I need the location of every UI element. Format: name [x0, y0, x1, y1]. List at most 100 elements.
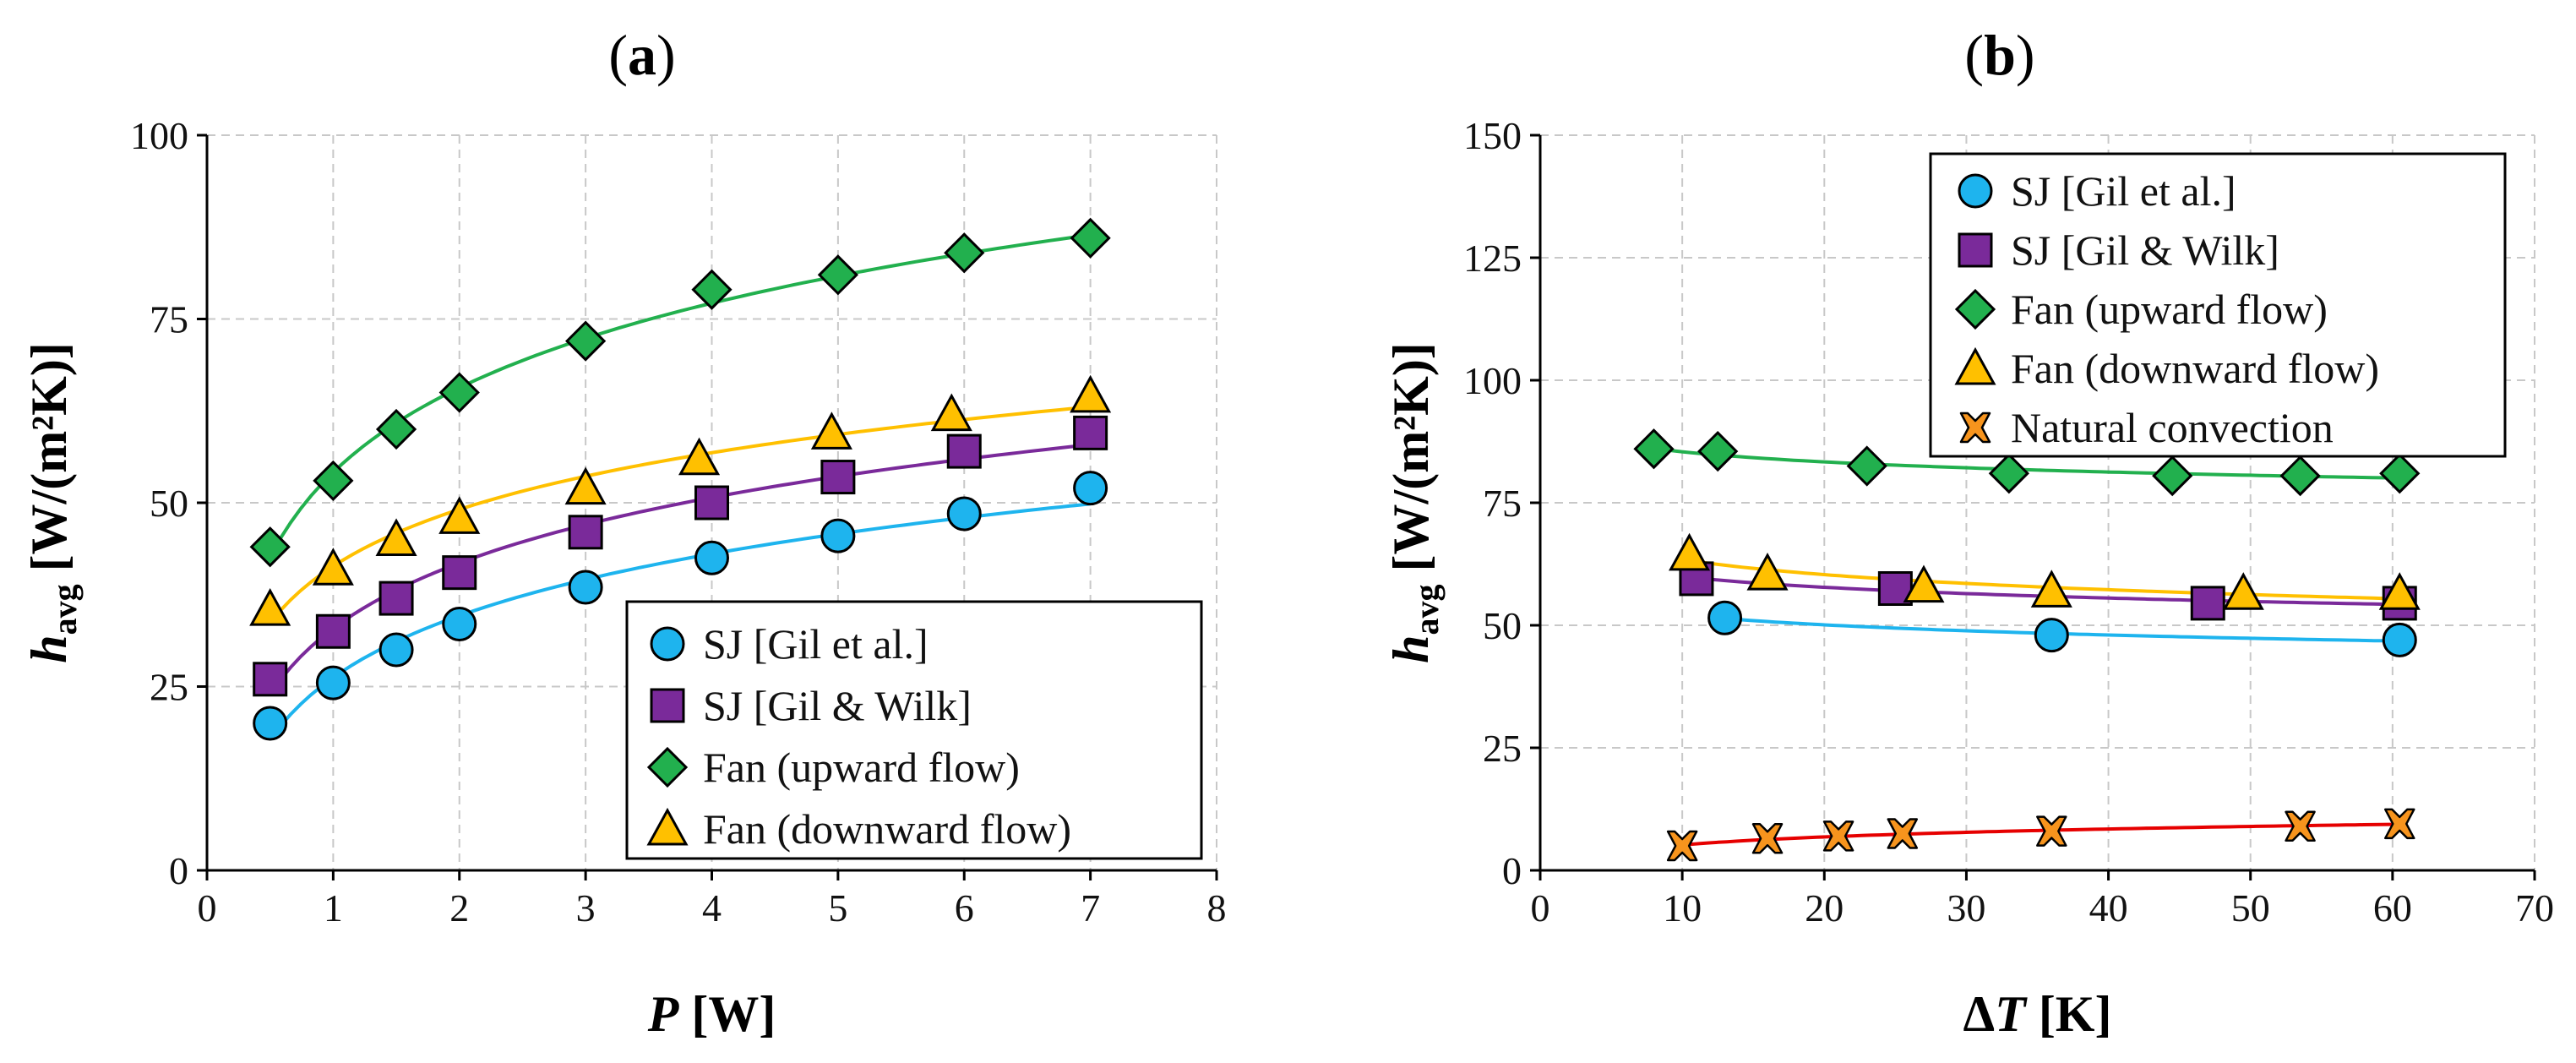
- legend-label-1: SJ [Gil & Wilk]: [2011, 226, 2279, 274]
- x-tick-label: 6: [955, 886, 974, 929]
- legend-marker-2: [646, 746, 689, 788]
- data-point-0-2: [379, 632, 414, 668]
- x-axis-unit: [W]: [678, 986, 776, 1042]
- data-point-3-2: [375, 518, 417, 556]
- data-point-3-3: [438, 496, 481, 534]
- x-tick-label: 7: [1081, 886, 1100, 929]
- x-tick-label: 50: [2231, 886, 2270, 929]
- y-tick-label: 100: [130, 114, 188, 157]
- x-axis-symbol: Δ: [1963, 986, 1996, 1042]
- data-point-1-5: [694, 485, 729, 521]
- data-point-0-2: [2382, 622, 2417, 657]
- x-tick-label: 2: [449, 886, 469, 929]
- legend-marker-1: [650, 688, 685, 723]
- x-axis-unit: [K]: [2026, 986, 2112, 1042]
- data-point-3-5: [678, 437, 721, 476]
- legend-marker-3: [646, 807, 689, 846]
- data-point-2-1: [1697, 430, 1739, 472]
- data-point-4-3: [1887, 818, 1919, 849]
- data-point-1-3: [442, 555, 477, 591]
- legend-marker-0: [1958, 173, 1993, 209]
- data-point-0-8: [1073, 471, 1108, 506]
- data-point-2-2: [1846, 445, 1887, 487]
- x-tick-label: 8: [1207, 886, 1227, 929]
- x-tick-label: 4: [702, 886, 722, 929]
- y-axis-title: havg [W/(m²K)]: [1383, 342, 1446, 663]
- legend-label-0: SJ [Gil et al.]: [703, 620, 929, 668]
- data-point-4-5: [2285, 810, 2316, 842]
- legend-marker-0: [650, 626, 685, 662]
- legend-marker-3: [1954, 346, 1996, 385]
- data-point-0-1: [2034, 618, 2069, 653]
- data-point-1-2: [379, 581, 414, 616]
- panel-label-close: ): [656, 23, 676, 87]
- legend-label-3: Fan (downward flow): [2011, 345, 2379, 392]
- y-tick-label: 25: [150, 666, 188, 709]
- legend-label-4: Natural convection: [2011, 404, 2334, 451]
- x-tick-label: 5: [828, 886, 847, 929]
- data-point-0-5: [694, 540, 729, 575]
- data-point-0-6: [820, 518, 856, 553]
- data-point-3-4: [564, 466, 607, 505]
- legend-box: [625, 600, 1203, 860]
- y-tick-label: 25: [1483, 727, 1522, 770]
- y-axis-subscript: avg: [1408, 584, 1446, 635]
- x-tick-label: 70: [2515, 886, 2554, 929]
- data-point-2-2: [375, 408, 417, 450]
- data-point-2-3: [438, 372, 480, 413]
- data-point-3-4: [2222, 572, 2264, 610]
- data-point-3-5: [2378, 572, 2421, 610]
- x-axis-title: ΔT [K]: [1963, 986, 2112, 1042]
- data-point-1-2: [2190, 586, 2225, 621]
- data-point-2-8: [1070, 217, 1111, 259]
- data-point-3-0: [1669, 532, 1711, 571]
- y-axis-title: havg [W/(m²K)]: [21, 342, 84, 663]
- y-axis-unit: [W/(m²K)]: [21, 342, 77, 584]
- data-point-2-4: [565, 320, 607, 362]
- panel-label-close: ): [2016, 23, 2035, 87]
- panel-b: (b) 0 10 20 30 40 50 60 70 0 25 50 75 100 125 150 ΔT [K]…: [1383, 23, 2554, 1042]
- panel-label-open: (: [1964, 23, 1984, 87]
- data-point-2-3: [1988, 453, 2029, 494]
- data-point-3-7: [930, 393, 972, 432]
- x-axis-symbol: P: [647, 986, 680, 1042]
- data-point-4-6: [2384, 808, 2415, 840]
- panel-label-letter: a: [628, 23, 656, 87]
- x-tick-label: 30: [1947, 886, 1985, 929]
- x-tick-label: 10: [1663, 886, 1702, 929]
- data-point-3-8: [1070, 374, 1112, 413]
- y-tick-label: 75: [1483, 482, 1522, 525]
- panel-label-open: (: [608, 23, 628, 87]
- y-tick-label: 50: [150, 482, 188, 525]
- y-axis-symbol: h: [1383, 635, 1439, 662]
- legend-label-0: SJ [Gil et al.]: [2011, 167, 2236, 215]
- data-point-2-4: [2152, 455, 2193, 497]
- legend-label-1: SJ [Gil & Wilk]: [703, 682, 972, 729]
- x-tick-label: 0: [198, 886, 217, 929]
- panel-label: (a): [608, 23, 675, 87]
- data-point-2-5: [2279, 455, 2321, 497]
- data-point-0-0: [1707, 600, 1743, 635]
- data-point-4-4: [2036, 815, 2067, 847]
- data-point-2-6: [817, 254, 858, 296]
- x-tick-label: 3: [576, 886, 596, 929]
- trend-line-2: [1653, 446, 2400, 480]
- y-tick-label: 0: [169, 849, 188, 892]
- y-tick-label: 100: [1463, 359, 1522, 402]
- trend-line-4: [1681, 822, 2400, 847]
- data-point-2-0: [1633, 428, 1675, 470]
- data-point-3-0: [249, 588, 291, 626]
- data-point-2-6: [2379, 453, 2421, 494]
- data-point-4-0: [1666, 830, 1698, 862]
- y-axis-unit: [W/(m²K)]: [1383, 342, 1439, 584]
- data-point-3-3: [2030, 570, 2072, 608]
- data-point-0-0: [253, 706, 288, 741]
- data-point-3-1: [312, 548, 354, 586]
- data-point-2-5: [691, 269, 732, 310]
- data-point-0-3: [442, 607, 477, 642]
- legend-label-2: Fan (upward flow): [2011, 286, 2328, 333]
- y-tick-label: 75: [150, 298, 188, 341]
- y-axis-symbol: h: [21, 635, 77, 662]
